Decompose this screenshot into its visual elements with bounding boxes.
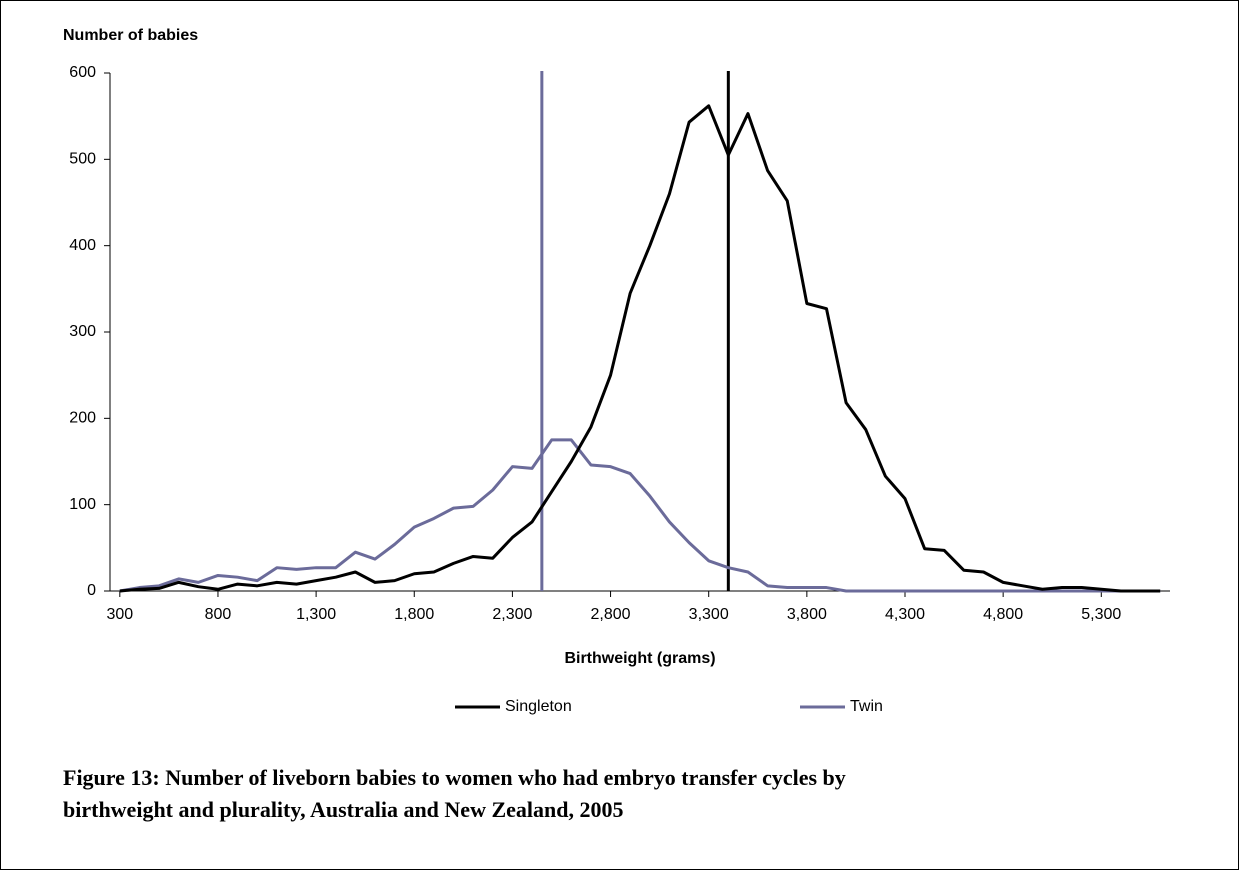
legend-label: Singleton	[505, 698, 572, 715]
x-tick-label: 4,300	[885, 606, 925, 623]
x-tick-label: 2,800	[591, 606, 631, 623]
caption-line: Figure 13: Number of liveborn babies to …	[63, 765, 846, 790]
series-line	[119, 104, 1161, 593]
x-tick-label: 1,300	[296, 606, 336, 623]
y-tick-label: 300	[69, 323, 96, 340]
y-tick-label: 600	[69, 64, 96, 81]
x-tick-label: 5,300	[1081, 606, 1121, 623]
x-tick-label: 3,800	[787, 606, 827, 623]
y-tick-label: 0	[87, 582, 96, 599]
y-axis-label: Number of babies	[63, 27, 198, 44]
x-tick-label: 800	[205, 606, 232, 623]
series-line	[119, 438, 1161, 593]
x-tick-label: 2,300	[492, 606, 532, 623]
y-tick-label: 100	[69, 496, 96, 513]
x-tick-label: 300	[106, 606, 133, 623]
y-tick-label: 500	[69, 151, 96, 168]
legend-label: Twin	[850, 698, 883, 715]
x-tick-label: 4,800	[983, 606, 1023, 623]
y-tick-label: 400	[69, 237, 96, 254]
y-tick-label: 200	[69, 410, 96, 427]
x-tick-label: 1,800	[394, 606, 434, 623]
caption-line: birthweight and plurality, Australia and…	[63, 797, 623, 822]
x-axis-label: Birthweight (grams)	[564, 650, 715, 667]
x-tick-label: 3,300	[689, 606, 729, 623]
